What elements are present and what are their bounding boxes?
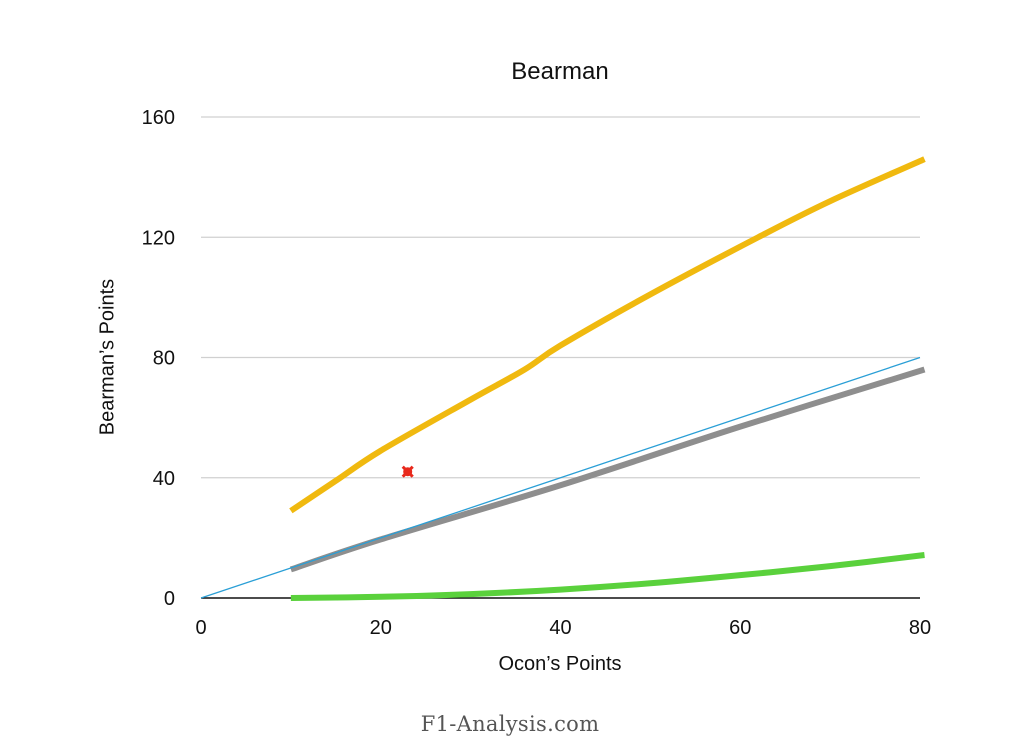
series-upper-bound bbox=[289, 156, 926, 514]
x-tick-label: 40 bbox=[549, 617, 571, 639]
series-lines bbox=[200, 156, 926, 601]
chart-title: Bearman bbox=[511, 58, 609, 85]
marker-actual bbox=[401, 465, 414, 478]
y-tick-label: 0 bbox=[164, 588, 175, 610]
y-axis-ticks: 0 40 80 120 160 bbox=[142, 107, 175, 610]
y-tick-label: 40 bbox=[153, 468, 175, 490]
watermark: F1-Analysis.com bbox=[420, 712, 600, 736]
x-tick-label: 80 bbox=[909, 617, 931, 639]
series-trend bbox=[289, 366, 926, 573]
series-lower-bound bbox=[290, 552, 925, 601]
y-tick-label: 160 bbox=[142, 107, 175, 129]
x-tick-label: 60 bbox=[729, 617, 751, 639]
data-points bbox=[401, 465, 414, 478]
x-tick-label: 20 bbox=[370, 617, 392, 639]
x-axis-label: Ocon’s Points bbox=[498, 653, 622, 675]
x-axis-ticks: 0 20 40 60 80 bbox=[195, 617, 931, 639]
gridlines bbox=[201, 116, 920, 479]
y-tick-label: 80 bbox=[153, 348, 175, 370]
y-tick-label: 120 bbox=[142, 227, 175, 249]
series-y-equals-x bbox=[200, 356, 921, 599]
x-tick-label: 0 bbox=[195, 617, 206, 639]
